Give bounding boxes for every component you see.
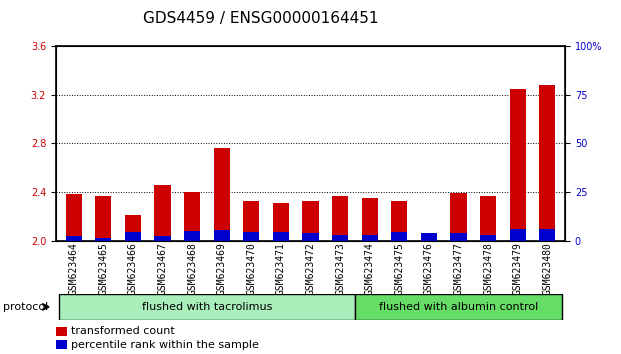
Bar <box>243 201 260 241</box>
Bar <box>302 233 319 241</box>
Bar <box>184 192 200 241</box>
Bar <box>243 232 260 241</box>
Bar <box>184 231 200 241</box>
Bar <box>510 88 526 241</box>
Bar <box>65 194 82 241</box>
Bar <box>391 201 407 241</box>
Text: transformed count: transformed count <box>71 326 175 336</box>
Bar <box>59 294 355 320</box>
Bar <box>361 235 378 241</box>
Bar <box>155 185 171 241</box>
Bar <box>510 229 526 241</box>
Bar <box>155 236 171 241</box>
Text: protocol: protocol <box>3 302 48 312</box>
Bar <box>65 236 82 241</box>
Bar <box>56 340 67 349</box>
Bar <box>539 229 556 241</box>
Bar <box>480 235 496 241</box>
Bar <box>125 215 141 241</box>
Text: GDS4459 / ENSG00000164451: GDS4459 / ENSG00000164451 <box>143 11 379 25</box>
Bar <box>273 232 289 241</box>
Bar <box>214 148 230 241</box>
Bar <box>56 326 67 336</box>
Bar <box>450 233 466 241</box>
Bar <box>95 238 111 241</box>
Bar <box>361 198 378 241</box>
Text: percentile rank within the sample: percentile rank within the sample <box>71 339 259 350</box>
Bar <box>421 233 437 241</box>
Bar <box>450 193 466 241</box>
Text: flushed with albumin control: flushed with albumin control <box>379 302 538 312</box>
Bar <box>421 233 437 241</box>
Bar <box>273 203 289 241</box>
Text: flushed with tacrolimus: flushed with tacrolimus <box>142 302 272 312</box>
Bar <box>125 232 141 241</box>
Bar <box>355 294 562 320</box>
Bar <box>95 196 111 241</box>
Bar <box>391 232 407 241</box>
Bar <box>332 235 348 241</box>
Bar <box>480 196 496 241</box>
Bar <box>332 196 348 241</box>
Bar <box>539 85 556 241</box>
Bar <box>214 230 230 241</box>
Bar <box>302 201 319 241</box>
